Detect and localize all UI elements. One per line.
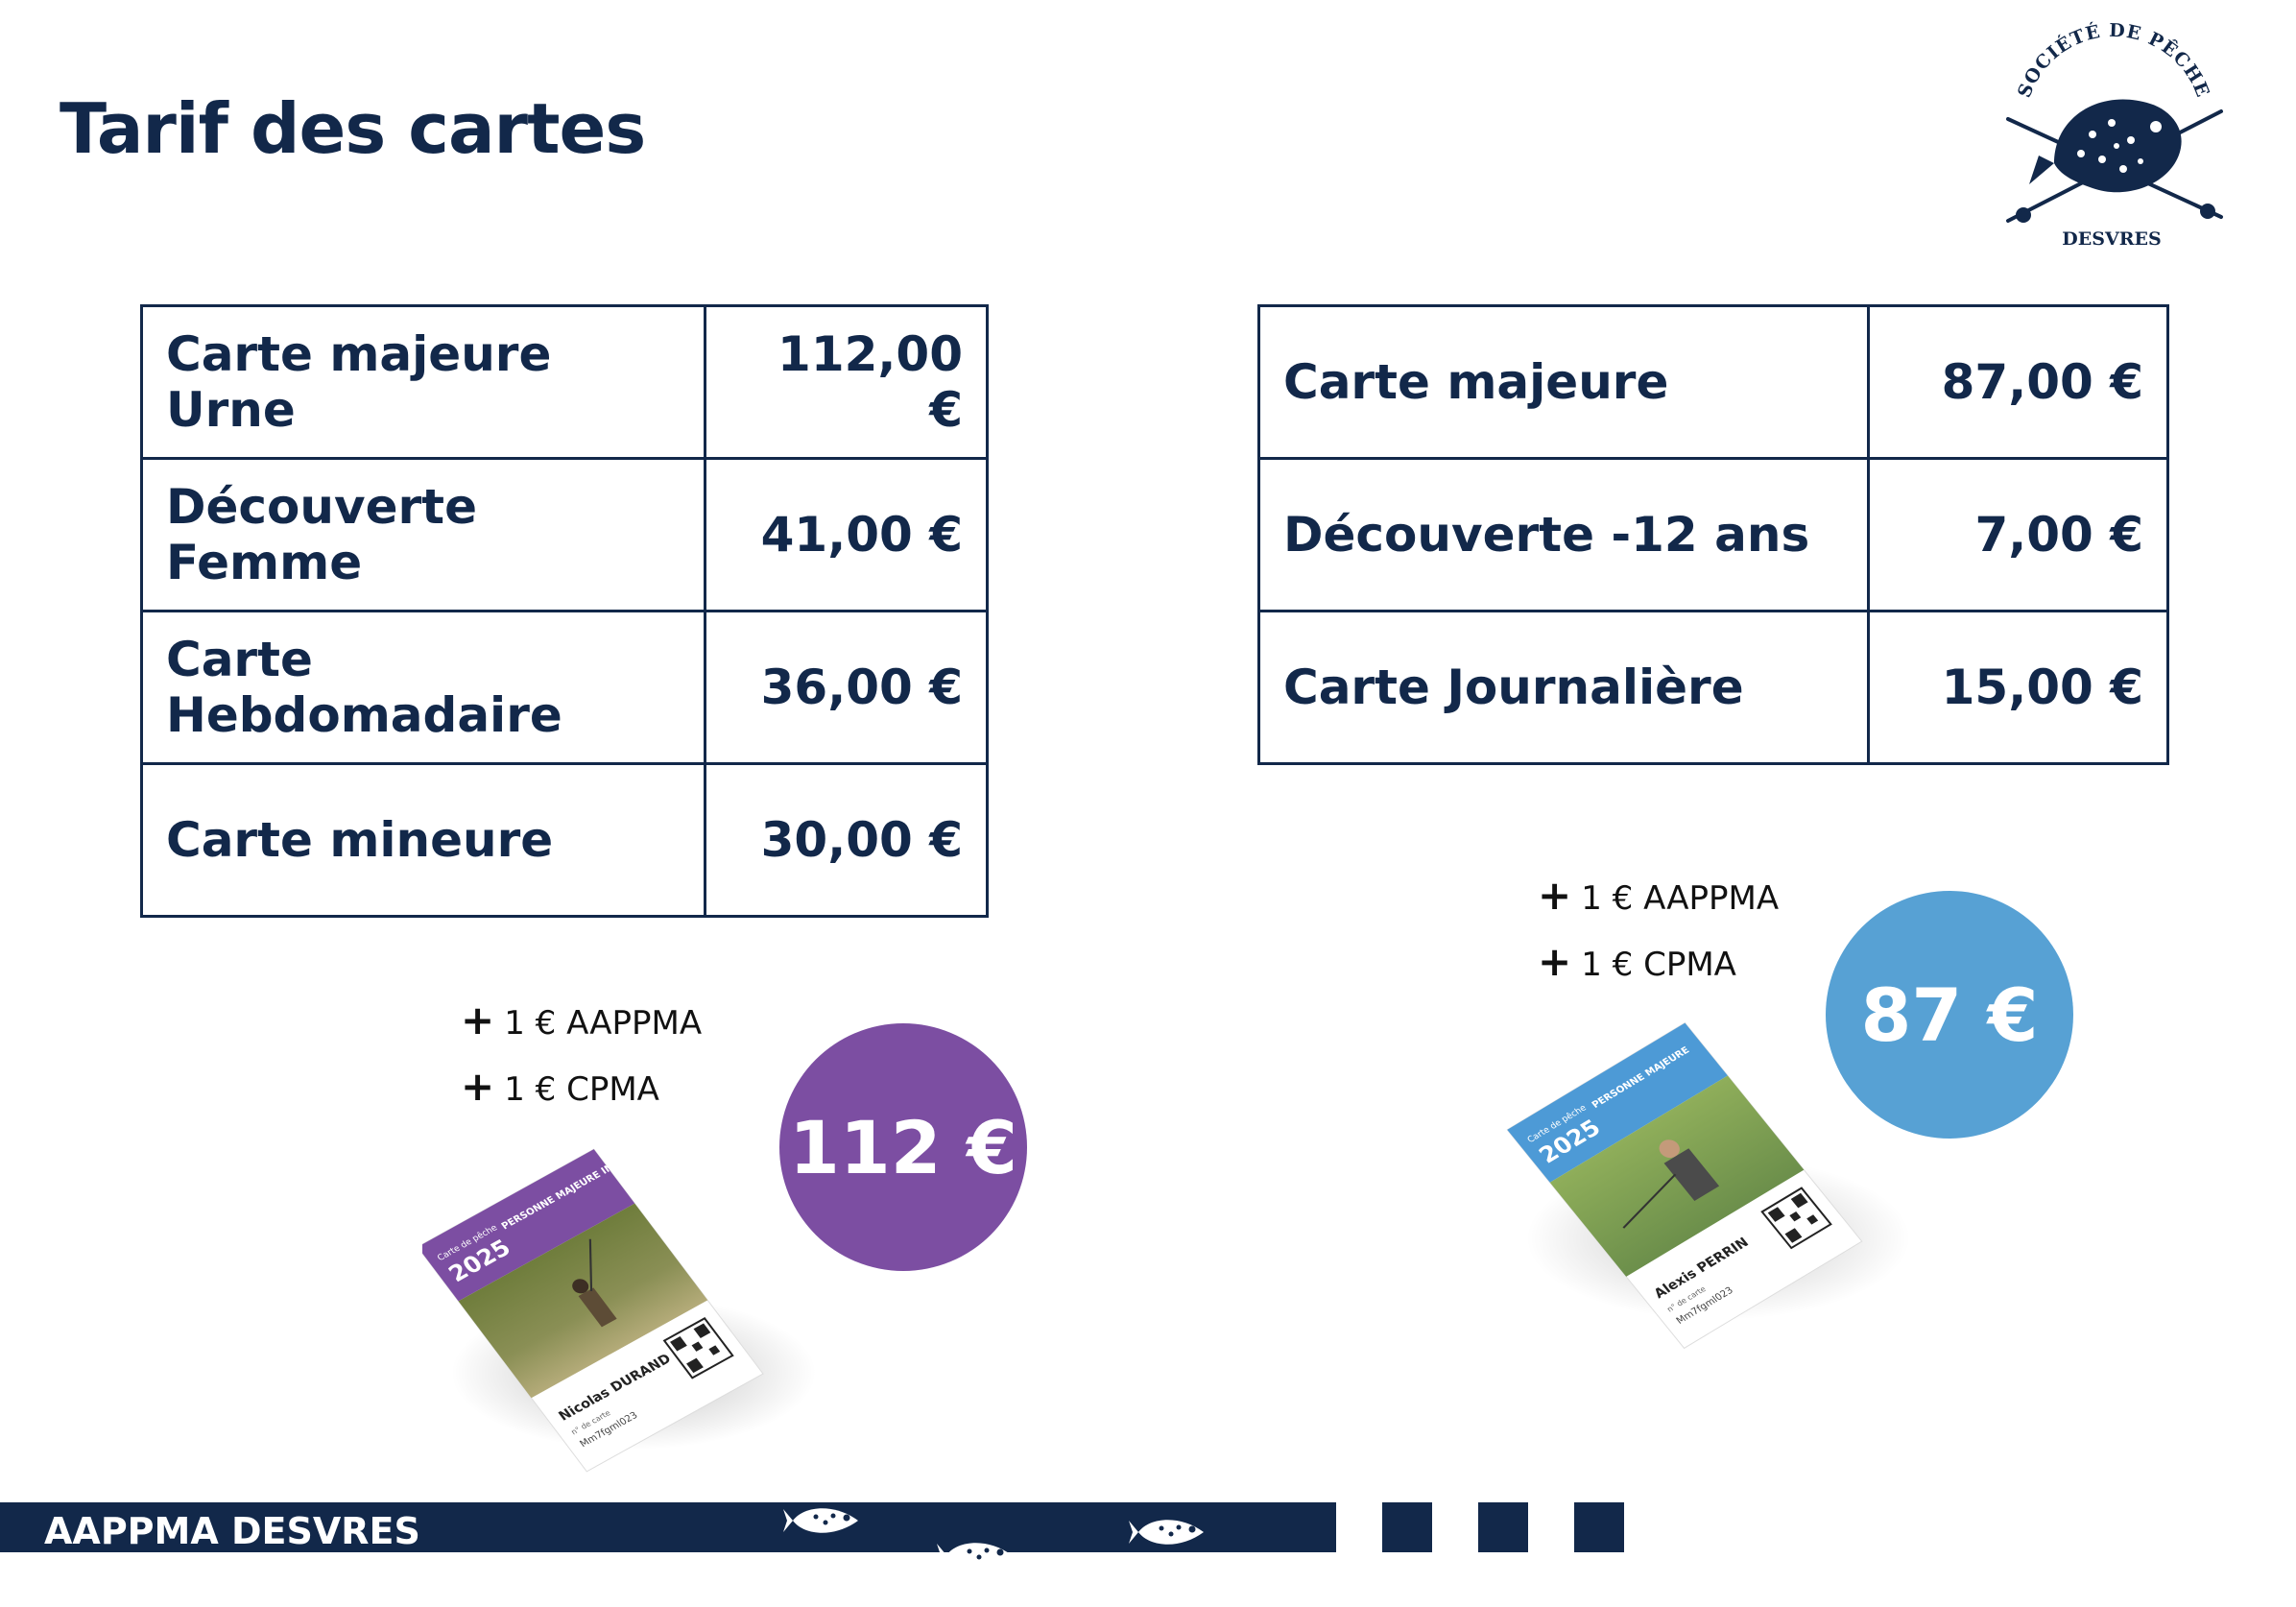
table-row: Carte majeure 87,00 €: [1257, 304, 2169, 460]
right-fishing-card-image: Carte de pêche 2025 PERSONNE MAJEURE Ale…: [1506, 1021, 1910, 1350]
card-label: Carte Hebdomadaire: [140, 610, 706, 765]
right-price-badge: 87 €: [1826, 891, 2073, 1139]
left-price-table: Carte majeure Urne 112,00 € Découverte F…: [140, 304, 989, 918]
table-row: Carte Journalière 15,00 €: [1257, 610, 2169, 765]
card-label: Carte mineure: [140, 762, 706, 918]
fish-icon: [937, 1543, 1012, 1568]
extra-fee-line: +1 € CPMA: [461, 1063, 659, 1110]
table-row: Carte Hebdomadaire 36,00 €: [140, 610, 989, 765]
logo-bottom-text: DESVRES: [2062, 228, 2161, 250]
card-price: 15,00 €: [1867, 610, 2169, 765]
card-price: 87,00 €: [1867, 304, 2169, 460]
plus-icon: +: [461, 1063, 495, 1110]
left-price-badge: 112 €: [779, 1023, 1027, 1271]
table-row: Découverte Femme 41,00 €: [140, 457, 989, 612]
footer-square: [1574, 1502, 1624, 1552]
card-label: Carte majeure Urne: [140, 304, 706, 460]
left-fishing-card-image: Carte de pêche 2025 PERSONNE MAJEURE INT…: [422, 1133, 816, 1473]
extra-fee-line: +1 € CPMA: [1538, 938, 1736, 985]
card-price: 36,00 €: [704, 610, 989, 765]
fish-icon: [783, 1508, 858, 1533]
card-label: Carte majeure: [1257, 304, 1870, 460]
footer-text: AAPPMA DESVRES: [44, 1510, 420, 1552]
card-label: Carte Journalière: [1257, 610, 1870, 765]
plus-icon: +: [1538, 938, 1572, 985]
fish-icon: [1129, 1520, 1204, 1545]
right-price-table: Carte majeure 87,00 € Découverte -12 ans…: [1257, 304, 2169, 765]
logo-arc-text: SOCIÉTÉ DE PÊCHE: [2014, 20, 2212, 101]
extra-fee-line: +1 € AAPPMA: [461, 996, 703, 1043]
footer-square: [1382, 1502, 1432, 1552]
footer-square: [1478, 1502, 1528, 1552]
table-row: Carte majeure Urne 112,00 €: [140, 304, 989, 460]
card-label: Découverte Femme: [140, 457, 706, 612]
table-row: Carte mineure 30,00 €: [140, 762, 989, 918]
card-price: 112,00 €: [704, 304, 989, 460]
trout-icon: [2029, 99, 2182, 193]
qr-code-icon: [662, 1317, 734, 1379]
extra-fee-line: +1 € AAPPMA: [1538, 872, 1780, 919]
card-header: [422, 1149, 635, 1302]
plus-icon: +: [461, 996, 495, 1043]
plus-icon: +: [1538, 872, 1572, 919]
card-price: 7,00 €: [1867, 457, 2169, 612]
club-logo: SOCIÉTÉ DE PÊCHE DESVRES: [2006, 20, 2223, 250]
card-label: Découverte -12 ans: [1257, 457, 1870, 612]
table-row: Découverte -12 ans 7,00 €: [1257, 457, 2169, 612]
card-price: 41,00 €: [704, 457, 989, 612]
svg-text:SOCIÉTÉ DE PÊCHE: SOCIÉTÉ DE PÊCHE: [2014, 20, 2213, 101]
footer-bar: AAPPMA DESVRES: [0, 1502, 1336, 1552]
right-extra-fees: +1 € AAPPMA +1 € CPMA: [1538, 864, 1779, 996]
card-header: [1507, 1022, 1728, 1183]
card-price: 30,00 €: [704, 762, 989, 918]
qr-code-icon: [1760, 1187, 1832, 1250]
page-title: Tarif des cartes: [60, 88, 646, 169]
left-extra-fees: +1 € AAPPMA +1 € CPMA: [461, 989, 702, 1121]
